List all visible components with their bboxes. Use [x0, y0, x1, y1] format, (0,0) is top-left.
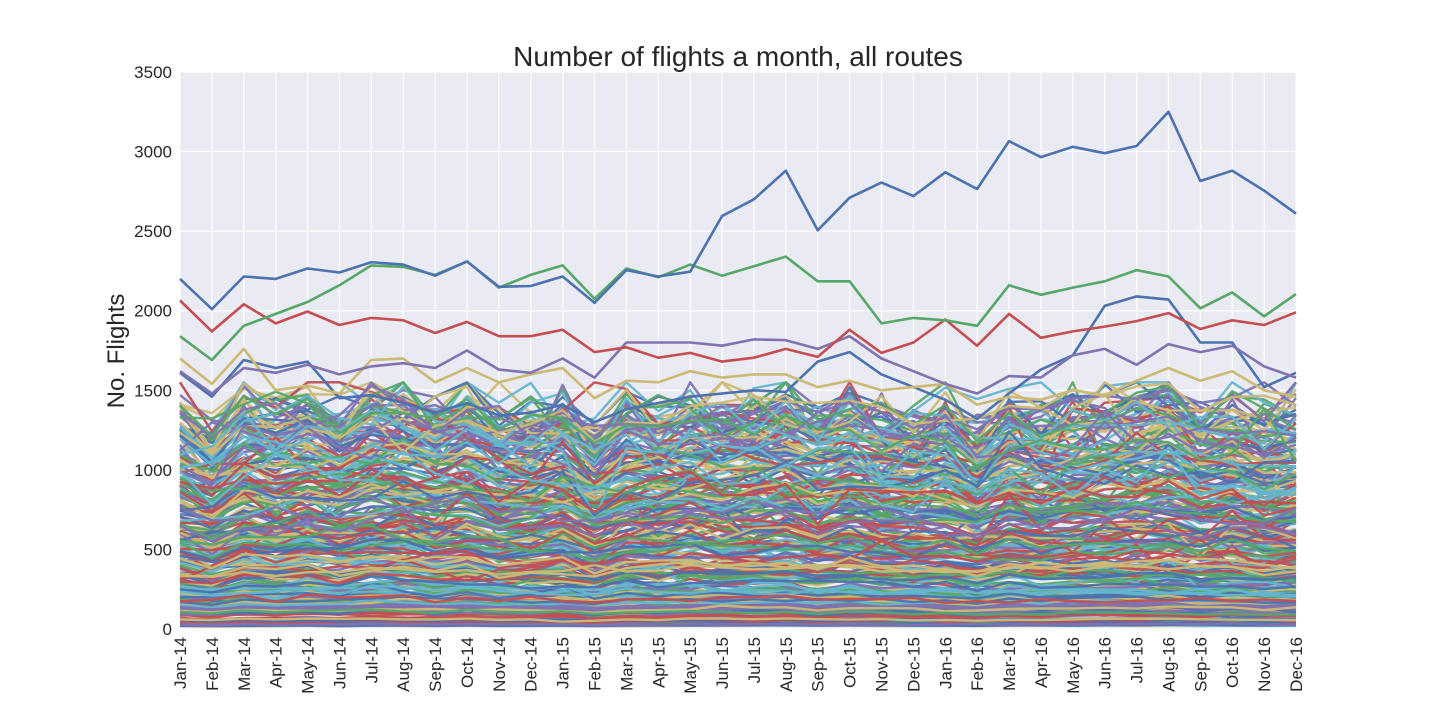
x-tick-label: Jul-14	[362, 637, 381, 683]
x-tick-label: Nov-16	[1255, 637, 1274, 692]
background-route-line	[179, 593, 1297, 605]
background-route-line	[179, 506, 1297, 543]
background-route-line	[179, 447, 1297, 506]
background-route-line	[179, 581, 1297, 600]
background-route-line	[179, 509, 1297, 555]
background-route-line	[179, 613, 1297, 621]
background-route-line	[179, 595, 1297, 607]
background-route-line	[179, 540, 1297, 564]
y-tick-labels: 0 500 1000 1500 2000 2500 3000 3500	[134, 63, 172, 639]
y-tick-label: 1500	[134, 381, 172, 400]
x-tick-label: Feb-16	[968, 637, 987, 691]
background-route-line	[179, 575, 1297, 594]
x-tick-label: Jul-16	[1128, 637, 1147, 683]
x-tick-label: Apr-16	[1032, 637, 1051, 688]
x-tick-label: Mar-14	[235, 637, 254, 691]
background-route-line	[179, 381, 1297, 463]
background-route-line	[179, 622, 1296, 627]
background-route-line	[179, 409, 1297, 494]
y-tick-label: 0	[163, 620, 172, 639]
y-tick-label: 500	[144, 540, 172, 559]
series-line-route-top-1	[179, 110, 1297, 311]
x-tick-label: Aug-16	[1159, 637, 1178, 692]
background-route-line	[179, 454, 1297, 503]
background-route-line	[179, 608, 1297, 616]
x-tick-label: Mar-16	[1000, 637, 1019, 691]
x-tick-label: Nov-14	[490, 637, 509, 692]
series-line-route-4	[179, 334, 1297, 395]
background-route-line	[179, 384, 1297, 465]
background-route-line	[179, 431, 1297, 520]
x-tick-label: Sep-14	[426, 637, 445, 692]
x-tick-label: Jun-15	[713, 637, 732, 689]
x-tick-label: Apr-14	[267, 637, 286, 688]
x-tick-label: Sep-15	[809, 637, 828, 692]
x-tick-label: Oct-15	[841, 637, 860, 688]
background-route-line	[179, 520, 1297, 554]
background-route-line	[179, 576, 1297, 598]
x-tick-label: Nov-15	[872, 637, 891, 692]
x-tick-label: Apr-15	[649, 637, 668, 688]
x-tick-label: Mar-15	[617, 637, 636, 691]
background-route-line	[179, 617, 1297, 623]
x-tick-label: May-16	[1064, 637, 1083, 694]
background-route-line	[179, 382, 1297, 456]
x-tick-label: May-14	[299, 637, 318, 694]
background-route-line	[179, 478, 1297, 518]
background-route-line	[179, 381, 1297, 459]
background-route-line	[179, 558, 1297, 579]
x-tick-label: Jun-16	[1096, 637, 1115, 689]
background-route-line	[179, 394, 1298, 468]
background-route-line	[179, 524, 1297, 556]
background-route-line	[179, 381, 1297, 459]
x-tick-label: Jul-15	[745, 637, 764, 683]
x-tick-label: Feb-14	[203, 637, 222, 691]
background-route-line	[179, 495, 1297, 540]
x-tick-label: May-15	[681, 637, 700, 694]
x-tick-label: Aug-15	[777, 637, 796, 692]
series-line-route-5	[179, 347, 1297, 406]
x-tick-label: Aug-14	[394, 637, 413, 692]
background-route-line	[179, 381, 1297, 485]
background-route-line	[179, 422, 1297, 489]
series-line-route-top-2	[179, 255, 1297, 362]
x-tick-label: Dec-14	[522, 637, 541, 692]
x-tick-label: Jan-15	[554, 637, 573, 689]
x-tick-label: Jan-16	[936, 637, 955, 689]
x-tick-label: Dec-16	[1287, 637, 1306, 692]
x-tick-label: Oct-14	[458, 637, 477, 688]
series-line-route-top-3	[179, 299, 1297, 363]
x-tick-label: Feb-15	[586, 637, 605, 691]
y-tick-label: 2000	[134, 302, 172, 321]
background-route-line	[179, 539, 1297, 582]
background-route-line	[179, 466, 1297, 526]
series-line-route-6	[179, 295, 1297, 424]
y-tick-label: 2500	[134, 222, 172, 241]
top-series-group	[179, 110, 1297, 424]
background-route-line	[179, 556, 1297, 580]
x-tick-labels: Jan-14 Feb-14 Mar-14 Apr-14 May-14 Jun-14 Jul-…	[171, 637, 1306, 694]
y-tick-label: 3500	[134, 63, 172, 82]
y-tick-label: 1000	[134, 461, 172, 480]
chart-title: Number of flights a month, all routes	[513, 41, 963, 72]
background-series-group	[178, 381, 1298, 628]
x-tick-label: Dec-15	[904, 637, 923, 692]
x-tick-label: Sep-16	[1191, 637, 1210, 692]
background-route-line	[179, 504, 1297, 530]
x-tick-label: Oct-16	[1223, 637, 1242, 688]
x-tick-label: Jan-14	[171, 637, 190, 689]
background-route-line	[179, 584, 1297, 598]
y-axis-label: No. Flights	[103, 294, 130, 409]
x-tick-label: Jun-14	[330, 637, 349, 689]
y-tick-label: 3000	[134, 143, 172, 162]
